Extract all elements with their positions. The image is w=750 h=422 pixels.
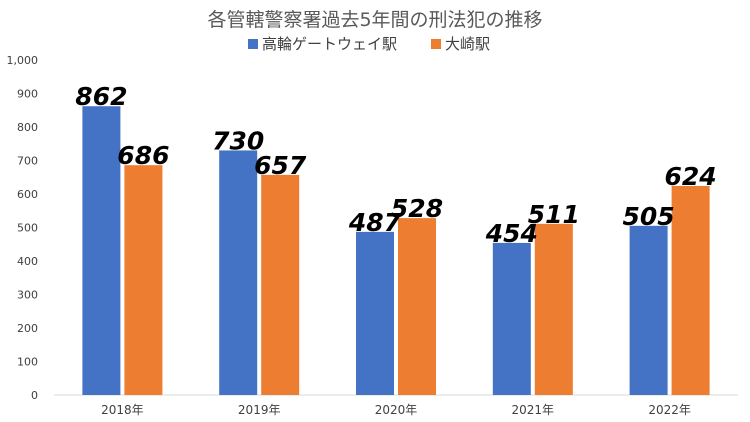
bar-osaki-1 [261, 174, 300, 395]
data-label: 657 [254, 151, 307, 180]
bar-takanawa-1 [219, 150, 258, 395]
y-tick-label: 900 [17, 88, 38, 101]
legend: 高輪ゲートウェイ駅 大崎駅 [248, 35, 490, 53]
legend-label-osaki: 大崎駅 [445, 35, 490, 53]
data-label: 528 [391, 194, 443, 223]
y-tick-label: 500 [17, 222, 38, 235]
data-label: 686 [117, 141, 169, 170]
legend-label-takanawa: 高輪ゲートウェイ駅 [262, 35, 397, 53]
bar-takanawa-4 [629, 225, 668, 395]
x-tick-label: 2018年 [101, 403, 144, 417]
x-tick-label: 2019年 [238, 403, 281, 417]
bars [82, 106, 710, 395]
legend-swatch-takanawa [248, 39, 258, 49]
data-label: 511 [528, 200, 580, 229]
bar-takanawa-0 [82, 106, 121, 395]
y-tick-label: 400 [17, 255, 38, 268]
y-tick-label: 0 [31, 389, 38, 402]
data-label: 862 [75, 82, 127, 111]
y-tick-label: 1,000 [7, 54, 39, 67]
y-axis: 0 100 200 300 400 500 600 700 800 900 1,000 [7, 54, 39, 402]
bar-osaki-0 [124, 165, 163, 395]
legend-swatch-osaki [431, 39, 441, 49]
y-tick-label: 100 [17, 356, 38, 369]
data-label: 454 [485, 219, 538, 248]
y-tick-label: 600 [17, 188, 38, 201]
data-label: 624 [665, 162, 717, 191]
x-tick-label: 2020年 [375, 403, 418, 417]
data-label: 487 [348, 208, 402, 237]
data-label: 730 [212, 126, 264, 155]
x-tick-label: 2021年 [512, 403, 555, 417]
y-tick-label: 300 [17, 289, 38, 302]
data-label: 505 [623, 202, 675, 231]
y-tick-label: 200 [17, 322, 38, 335]
chart-title: 各管轄警察署過去5年間の刑法犯の推移 [207, 9, 542, 31]
y-tick-label: 700 [17, 155, 38, 168]
bar-osaki-3 [534, 223, 573, 395]
x-tick-label: 2022年 [648, 403, 691, 417]
bar-takanawa-2 [356, 231, 394, 395]
bar-osaki-2 [398, 218, 436, 395]
bar-osaki-4 [671, 185, 710, 395]
y-tick-label: 800 [17, 121, 38, 134]
x-axis: 2018年 2019年 2020年 2021年 2022年 [101, 403, 691, 417]
bar-takanawa-3 [492, 242, 531, 395]
